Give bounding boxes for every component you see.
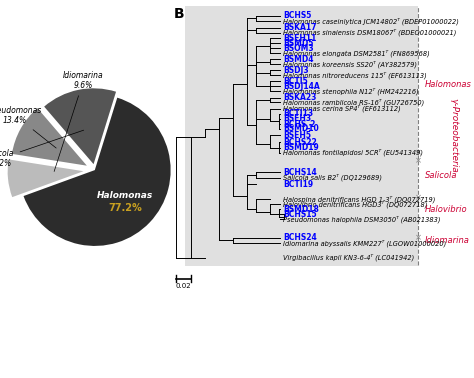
FancyBboxPatch shape [185, 6, 418, 266]
Text: BSDJ14A: BSDJ14A [283, 82, 320, 91]
Text: Halomonas: Halomonas [425, 80, 472, 89]
Text: 77.2%: 77.2% [108, 203, 142, 213]
Text: ×: × [415, 194, 421, 203]
Wedge shape [44, 88, 116, 164]
Text: Halomonas fontilapidosi 5CRᵀ (EU541349): Halomonas fontilapidosi 5CRᵀ (EU541349) [283, 149, 423, 156]
Text: BSEH11: BSEH11 [283, 34, 316, 43]
Text: Salicola: Salicola [425, 170, 458, 180]
Text: ×: × [415, 156, 421, 165]
Text: Halomonas: Halomonas [97, 191, 153, 200]
Text: BCHS24: BCHS24 [283, 233, 317, 242]
Text: ×: × [415, 233, 421, 242]
Text: BCTI5: BCTI5 [283, 77, 308, 86]
Text: Virgibacillus kapil KN3-6-4ᵀ (LC041942): Virgibacillus kapil KN3-6-4ᵀ (LC041942) [283, 254, 414, 261]
Text: Halovibrio denitrificans HGD3ᵀ (DQ072718): Halovibrio denitrificans HGD3ᵀ (DQ072718… [283, 201, 428, 208]
Text: BCHS15: BCHS15 [283, 210, 317, 219]
Wedge shape [12, 108, 87, 166]
Text: Halovibrio: Halovibrio [425, 204, 468, 214]
Text: BSKA23: BSKA23 [283, 93, 316, 102]
Text: Pseudomonas
13.4%: Pseudomonas 13.4% [0, 106, 56, 148]
Text: γ-Proteobacteria: γ-Proteobacteria [449, 98, 458, 173]
Text: Halomonas cerina SP4ᵀ (EF613112): Halomonas cerina SP4ᵀ (EF613112) [283, 105, 401, 112]
Text: BSEH5: BSEH5 [283, 131, 311, 140]
Text: BCHS5: BCHS5 [283, 11, 311, 20]
Text: Halospina denitrificans HGD 1-3ᵀ (DQ072719): Halospina denitrificans HGD 1-3ᵀ (DQ0727… [283, 195, 435, 203]
Text: Idiomarina abyssalis KMM227ᵀ (LGOW01000020): Idiomarina abyssalis KMM227ᵀ (LGOW010000… [283, 239, 446, 246]
Wedge shape [24, 98, 171, 246]
Text: Halomonas koreensis SS20ᵀ (AY382579): Halomonas koreensis SS20ᵀ (AY382579) [283, 60, 417, 68]
Text: BSKA17: BSKA17 [283, 23, 317, 32]
Text: Halomonas sinaiensis DSM18067ᵀ (BDEO01000021): Halomonas sinaiensis DSM18067ᵀ (BDEO0100… [283, 29, 456, 37]
Text: BSEH3: BSEH3 [283, 115, 311, 123]
Text: Salicola salis B2ᵀ (DQ129689): Salicola salis B2ᵀ (DQ129689) [283, 174, 382, 181]
Text: B: B [173, 8, 184, 22]
Text: BSMD10: BSMD10 [283, 124, 319, 133]
Text: Salicola
19.2%: Salicola 19.2% [0, 130, 84, 169]
Text: BCTI19: BCTI19 [283, 180, 313, 189]
Text: Halomonas ramblicola RS-16ᵀ (GU726750): Halomonas ramblicola RS-16ᵀ (GU726750) [283, 99, 424, 106]
Text: BSOM3: BSOM3 [283, 43, 314, 53]
Wedge shape [8, 160, 83, 197]
Text: BSMD4: BSMD4 [283, 55, 313, 64]
Text: ×: × [415, 148, 421, 157]
Text: BSMD5: BSMD5 [283, 39, 313, 48]
Text: Pseudomonas halophila DSM3050ᵀ (AB021383): Pseudomonas halophila DSM3050ᵀ (AB021383… [283, 215, 440, 223]
Text: 0.02: 0.02 [176, 283, 191, 289]
Text: Idiomarina
9.6%: Idiomarina 9.6% [54, 71, 104, 172]
Text: BCHS_2: BCHS_2 [283, 119, 315, 129]
Text: BCTI13: BCTI13 [283, 109, 313, 118]
Text: BSMD18: BSMD18 [283, 204, 319, 214]
Text: Halomonas elongata DSM2581ᵀ (FN869568): Halomonas elongata DSM2581ᵀ (FN869568) [283, 49, 430, 57]
Text: BSMD19: BSMD19 [283, 143, 319, 152]
Text: BCHS14: BCHS14 [283, 168, 317, 177]
Text: Halomonas nitroreducens 115ᵀ (EF613113): Halomonas nitroreducens 115ᵀ (EF613113) [283, 71, 427, 79]
Text: BSDJ3: BSDJ3 [283, 66, 309, 74]
Text: Idiomarina: Idiomarina [425, 236, 470, 245]
Text: BCHS22: BCHS22 [283, 138, 317, 147]
Text: Halomonas caseinlytica JCM14802ᵀ (BDEP01000022): Halomonas caseinlytica JCM14802ᵀ (BDEP01… [283, 17, 459, 25]
Text: Halomonas stenophila N12ᵀ (HM242216): Halomonas stenophila N12ᵀ (HM242216) [283, 87, 419, 95]
